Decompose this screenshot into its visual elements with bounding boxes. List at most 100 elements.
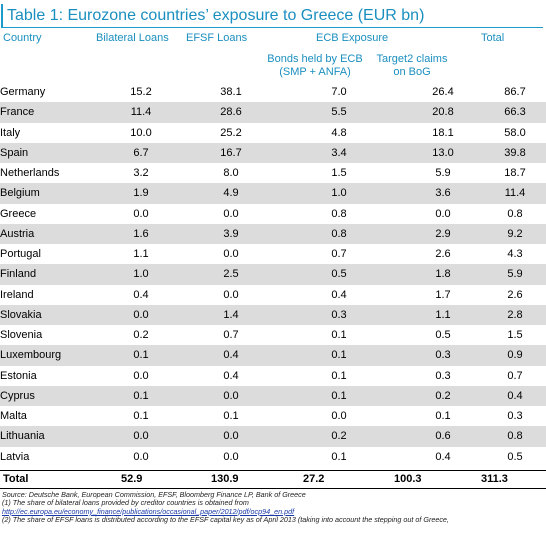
cell-country: Estonia (0, 369, 37, 382)
cell-total: 86.7 (504, 86, 526, 99)
cell-efsf: 4.9 (186, 183, 276, 204)
cell-bilateral: 1.9 (96, 183, 186, 204)
cell-target2: 1.8 (402, 264, 484, 285)
table-row: Latvia 0.0 0.0 0.1 0.4 0.5 (0, 447, 546, 467)
cell-efsf: 0.4 (186, 345, 276, 366)
cell-target2: 1.7 (435, 288, 451, 301)
table-row: Lithuania 0.0 0.0 0.2 0.6 0.8 (0, 426, 546, 447)
table-row: Spain 6.7 16.7 3.4 13.0 39.8 (0, 142, 546, 163)
cell-target2: 0.3 (435, 369, 451, 382)
total-row: Total 52.9 130.9 27.2 100.3 311.3 (0, 470, 546, 489)
cell-target2: 0.4 (435, 450, 451, 463)
total-bonds: 27.2 (303, 473, 325, 485)
cell-country: Germany (0, 86, 46, 99)
cell-bilateral: 1.0 (96, 264, 186, 285)
cell-bonds: 0.8 (331, 207, 347, 220)
cell-total: 9.2 (484, 223, 546, 244)
cell-bonds: 0.7 (331, 248, 347, 261)
cell-total: 0.8 (507, 207, 523, 220)
cell-bonds: 0.4 (331, 288, 347, 301)
cell-efsf: 25.2 (220, 126, 242, 139)
total-efsf: 130.9 (211, 473, 239, 485)
cell-total: 0.3 (507, 410, 523, 423)
cell-efsf: 38.1 (220, 86, 242, 99)
cell-bonds: 0.1 (276, 385, 402, 406)
cell-country: Austria (0, 223, 96, 244)
cell-country: Slovenia (0, 329, 43, 342)
footnote-1-link[interactable]: http://ec.europa.eu/economy_finance/publ… (2, 506, 295, 516)
cell-country: Slovakia (0, 304, 96, 325)
cell-country: Spain (0, 142, 96, 163)
footnote-2: (2) The share of EFSF loans is distribut… (2, 515, 449, 525)
cell-efsf: 0.0 (186, 426, 276, 447)
header-efsf-loans: EFSF Loans (186, 32, 248, 44)
cell-efsf: 0.0 (223, 450, 239, 463)
header-bonds-line2: (SMP + ANFA) (279, 66, 351, 78)
cell-bonds: 0.2 (276, 426, 402, 447)
cell-bonds: 0.1 (276, 345, 402, 366)
cell-total: 0.8 (484, 426, 546, 447)
cell-total: 18.7 (504, 167, 526, 180)
cell-target2: 0.5 (435, 329, 451, 342)
cell-country: Latvia (0, 450, 30, 463)
table-row: Slovenia 0.2 0.7 0.1 0.5 1.5 (0, 325, 546, 345)
cell-total: 0.4 (484, 385, 546, 406)
cell-efsf: 28.6 (186, 102, 276, 123)
cell-country: Italy (0, 126, 21, 139)
cell-bonds: 1.5 (331, 167, 347, 180)
cell-bonds: 5.5 (276, 102, 402, 123)
table-row: Cyprus 0.1 0.0 0.1 0.2 0.4 (0, 385, 546, 406)
cell-target2: 0.0 (435, 207, 451, 220)
footnotes: Source: Deutsche Bank, European Commissi… (2, 491, 546, 525)
cell-country: Portugal (0, 248, 41, 261)
cell-bonds: 0.1 (331, 369, 347, 382)
cell-target2: 26.4 (432, 86, 454, 99)
cell-country: Lithuania (0, 426, 96, 447)
cell-total: 0.7 (507, 369, 523, 382)
cell-country: Luxembourg (0, 345, 96, 366)
cell-bilateral: 0.1 (96, 345, 186, 366)
cell-target2: 2.6 (435, 248, 451, 261)
table-row: Malta 0.1 0.1 0.0 0.1 0.3 (0, 406, 546, 426)
cell-total: 66.3 (484, 102, 546, 123)
cell-country: Netherlands (0, 167, 60, 180)
cell-efsf: 0.7 (223, 329, 239, 342)
cell-target2: 18.1 (432, 126, 454, 139)
cell-bonds: 0.1 (331, 450, 347, 463)
cell-target2: 20.8 (402, 102, 484, 123)
cell-country: Cyprus (0, 385, 96, 406)
total-total: 311.3 (481, 473, 508, 485)
cell-target2: 0.3 (402, 345, 484, 366)
header-target2-claims: Target2 claims on BoG (366, 53, 458, 79)
cell-bilateral: 1.1 (133, 248, 149, 261)
cell-efsf: 2.5 (186, 264, 276, 285)
cell-target2: 0.1 (435, 410, 451, 423)
cell-efsf: 8.0 (223, 167, 239, 180)
cell-bilateral: 0.0 (96, 426, 186, 447)
cell-country: Ireland (0, 288, 34, 301)
table-title: Table 1: Eurozone countries’ exposure to… (1, 4, 543, 28)
table-row: Slovakia 0.0 1.4 0.3 1.1 2.8 (0, 304, 546, 325)
cell-bonds: 3.4 (276, 142, 402, 163)
cell-bilateral: 0.4 (133, 288, 149, 301)
cell-target2: 13.0 (402, 142, 484, 163)
table-row: Belgium 1.9 4.9 1.0 3.6 11.4 (0, 183, 546, 204)
cell-total: 5.9 (484, 264, 546, 285)
cell-total: 0.5 (507, 450, 523, 463)
exposure-table: Germany 15.2 38.1 7.0 26.4 86.7 France 11.4 28.6… (0, 82, 546, 467)
cell-target2: 5.9 (435, 167, 451, 180)
header-country: Country (3, 32, 42, 44)
cell-bonds: 7.0 (331, 86, 347, 99)
cell-bilateral: 6.7 (96, 142, 186, 163)
table-row: Germany 15.2 38.1 7.0 26.4 86.7 (0, 82, 546, 102)
cell-target2: 0.6 (402, 426, 484, 447)
cell-efsf: 0.0 (223, 207, 239, 220)
cell-total: 0.9 (484, 345, 546, 366)
cell-bilateral: 0.0 (133, 450, 149, 463)
cell-efsf: 0.0 (186, 385, 276, 406)
cell-total: 2.6 (507, 288, 523, 301)
cell-target2: 2.9 (402, 223, 484, 244)
cell-efsf: 1.4 (186, 304, 276, 325)
cell-efsf: 0.0 (223, 288, 239, 301)
